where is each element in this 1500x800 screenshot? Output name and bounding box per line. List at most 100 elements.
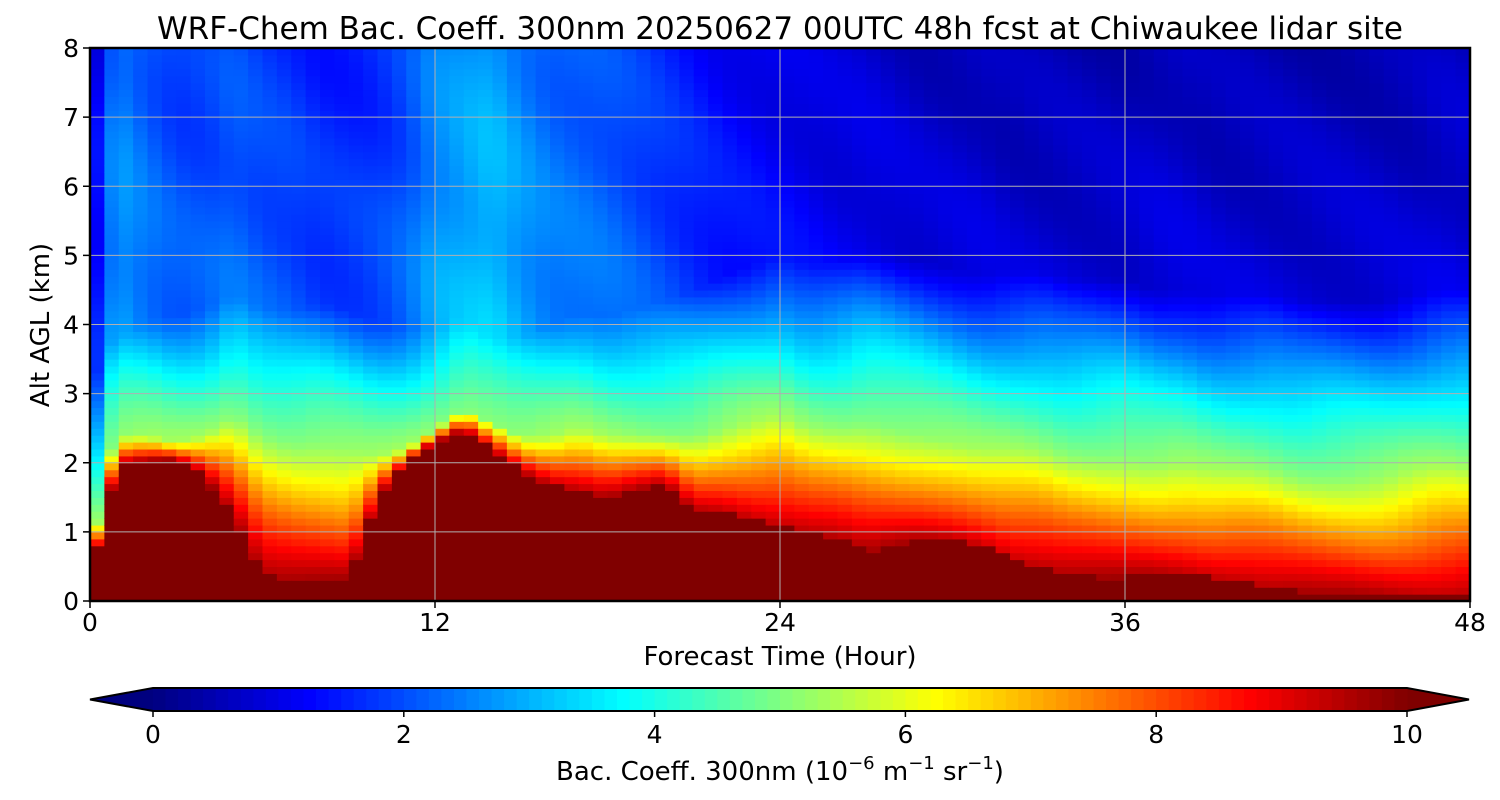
heatmap-cell [794,158,810,167]
heatmap-cell [923,545,939,554]
heatmap-cell [291,262,307,270]
heatmap-cell [621,165,637,174]
heatmap-cell [348,497,364,505]
heatmap-cell [823,421,839,429]
heatmap-cell [406,483,422,491]
heatmap-cell [104,137,120,146]
heatmap-cell [851,497,867,505]
heatmap-cell [492,559,508,568]
heatmap-cell [147,435,163,443]
heatmap-cell [880,130,896,139]
heatmap-cell [578,483,594,491]
heatmap-cell [794,504,810,512]
heatmap-cell [463,200,479,208]
heatmap-cell [176,365,192,374]
heatmap-cell [406,331,422,339]
heatmap-cell [866,248,882,256]
heatmap-cell [305,573,321,581]
heatmap-cell [248,124,264,132]
heatmap-cell [161,511,177,519]
heatmap-cell [506,580,522,588]
heatmap-cell [334,511,350,519]
heatmap-cell [478,54,494,63]
heatmap-cell [492,448,508,457]
heatmap-cell [276,587,292,595]
heatmap-cell [506,511,522,519]
heatmap-cell [190,379,206,388]
heatmap-cell [248,594,264,601]
heatmap-cell [851,317,867,326]
heatmap-cell [334,75,350,84]
heatmap-cell [435,372,450,381]
heatmap-cell [708,213,724,222]
heatmap-cell [823,89,839,97]
heatmap-cell [377,227,393,236]
heatmap-cell [938,345,954,353]
heatmap-cell [765,393,781,402]
heatmap-cell [133,573,149,581]
heatmap-cell [621,497,637,505]
heatmap-cell [320,511,335,519]
heatmap-cell [248,414,264,422]
heatmap-cell [564,531,580,540]
heatmap-cell [895,151,910,160]
heatmap-cell [966,296,982,305]
heatmap-cell [205,110,220,118]
heatmap-cell [636,448,652,457]
heatmap-cell [449,462,465,471]
heatmap-cell [262,303,278,312]
heatmap-cell [133,124,149,132]
heatmap-cell [722,448,738,457]
heatmap-cell [593,324,609,333]
heatmap-cell [938,324,954,333]
heatmap-cell [966,213,982,222]
heatmap-cell [118,144,134,153]
heatmap-cell [808,262,824,270]
heatmap-cell [665,448,680,457]
heatmap-cell [377,96,393,104]
heatmap-cell [420,386,436,395]
heatmap-cell [607,331,623,339]
heatmap-cell [751,200,767,208]
heatmap-cell [291,75,307,84]
heatmap-cell [176,345,192,353]
heatmap-cell [233,497,249,505]
heatmap-cell [478,324,494,333]
heatmap-cell [736,352,752,360]
heatmap-cell [406,421,422,429]
heatmap-cell [621,359,637,367]
heatmap-cell [708,303,724,312]
heatmap-cell [305,324,321,333]
heatmap-cell [851,476,867,485]
heatmap-cell [118,518,134,526]
heatmap-cell [751,504,767,512]
heatmap-cell [377,594,393,601]
heatmap-cell [808,573,824,581]
heatmap-cell [320,407,335,415]
heatmap-cell [952,96,968,104]
heatmap-cell [607,234,623,243]
heatmap-cell [420,248,436,256]
heatmap-cell [636,234,652,243]
heatmap-cell [147,165,163,174]
heatmap-cell [449,165,465,174]
heatmap-cell [233,103,249,111]
heatmap-cell [506,531,522,540]
heatmap-cell [751,372,767,381]
heatmap-cell [420,400,436,409]
heatmap-cell [564,428,580,436]
heatmap-cell [104,61,120,70]
heatmap-cell [219,186,235,194]
heatmap-cell [363,296,379,305]
heatmap-cell [334,455,350,464]
heatmap-cell [104,518,120,526]
heatmap-cell [377,220,393,229]
heatmap-cell [722,255,738,263]
heatmap-cell [406,283,422,291]
heatmap-cell [621,234,637,243]
heatmap-cell [923,359,939,367]
heatmap-cell [90,186,105,194]
heatmap-cell [708,483,724,491]
heatmap-cell [593,559,609,568]
heatmap-cell [435,359,450,367]
